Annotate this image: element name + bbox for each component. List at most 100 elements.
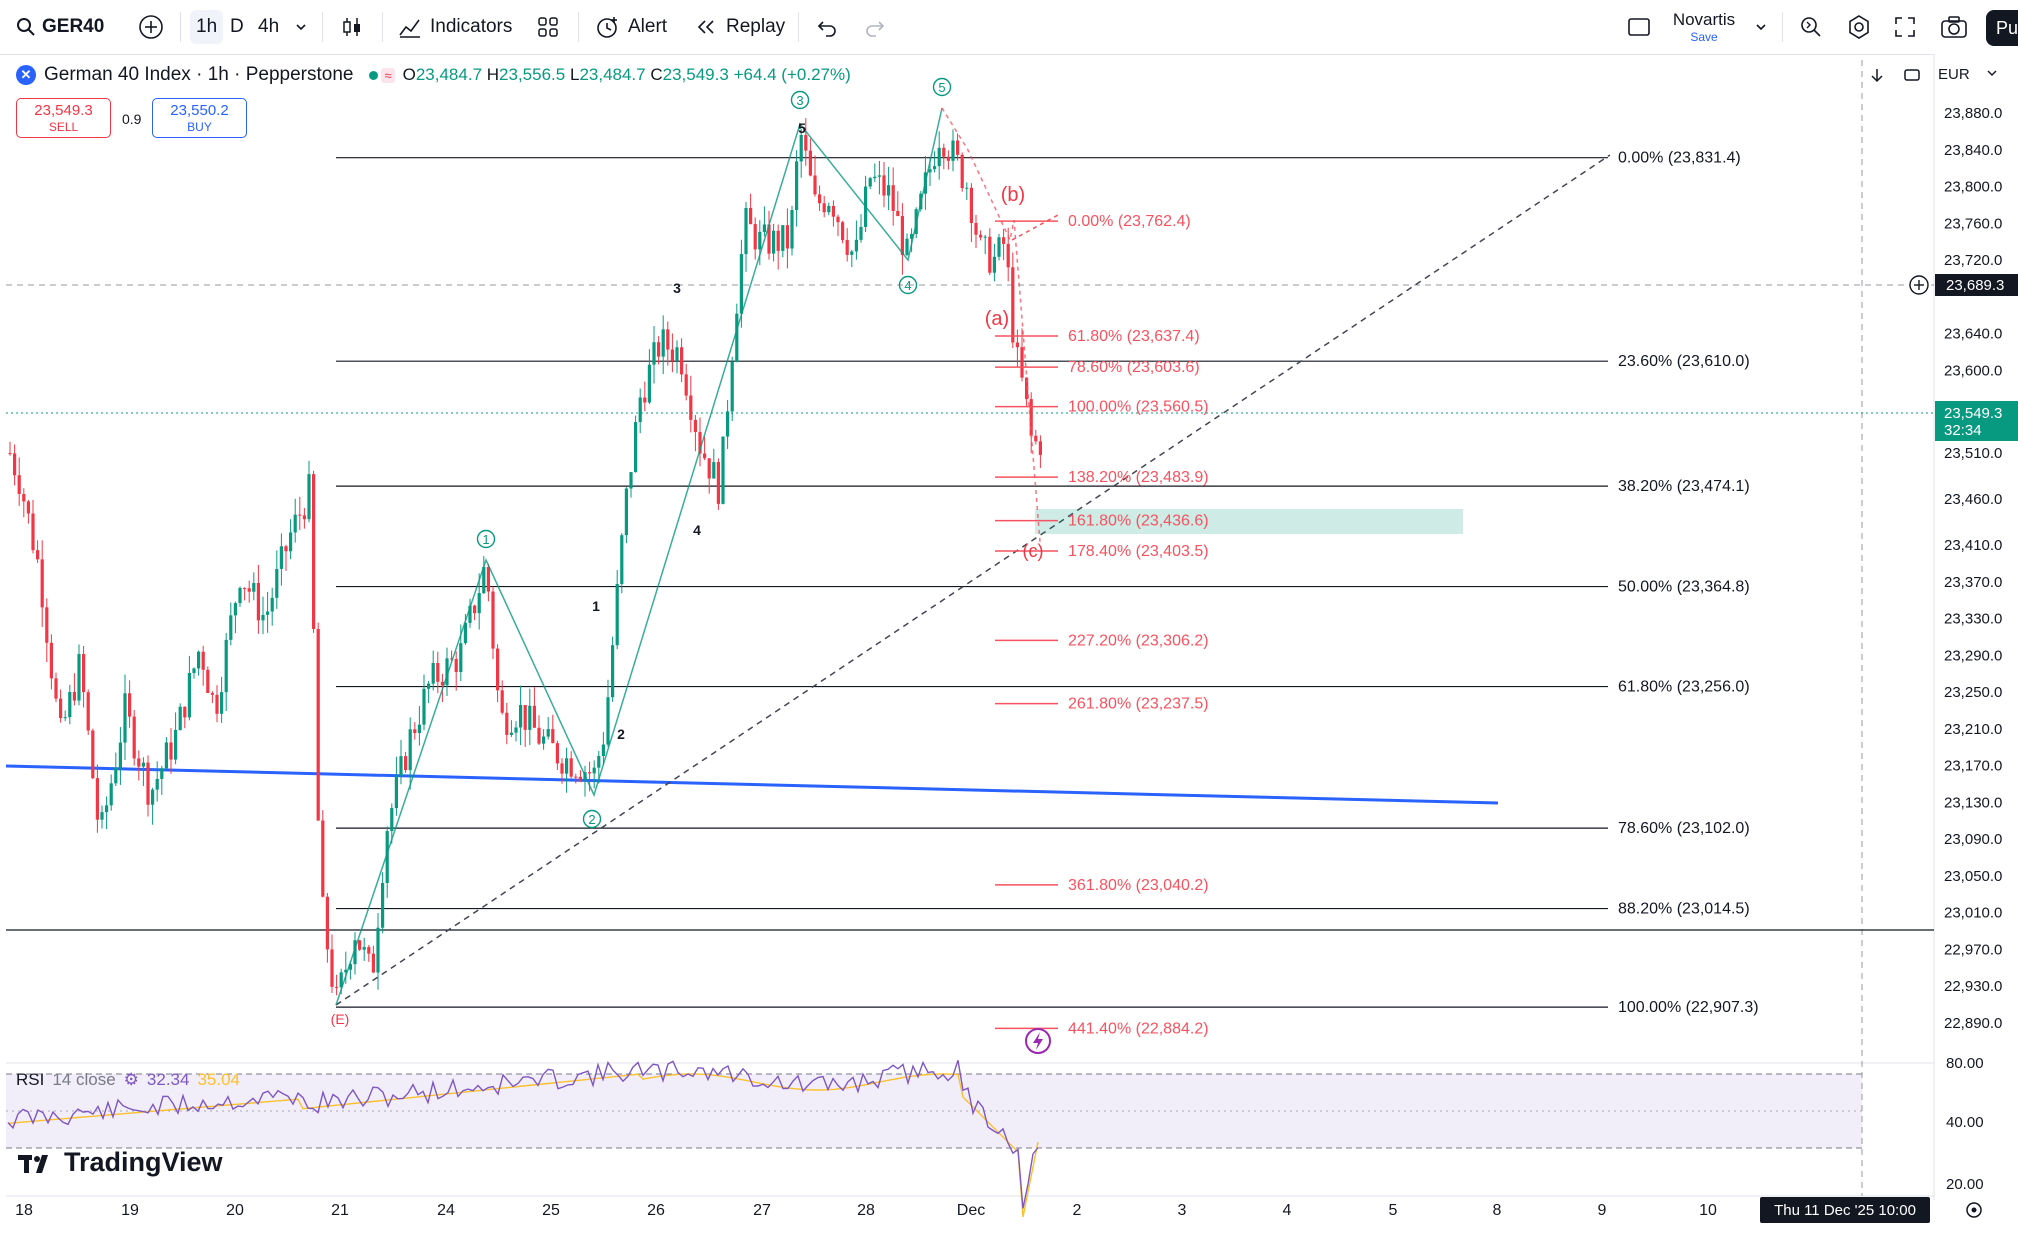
snapshot-button[interactable] <box>1940 0 1968 54</box>
candle-body-86 <box>404 756 408 771</box>
undo-icon <box>817 21 836 37</box>
buy-button[interactable]: 23,550.2 BUY <box>152 98 247 138</box>
tradingview-wordmark: TradingView <box>64 1147 223 1177</box>
candle-body-109 <box>509 732 513 735</box>
fib-ext-label-8: 261.80% (23,237.5) <box>1068 696 1209 713</box>
interval-4h[interactable]: 4h <box>258 16 280 37</box>
interval-dropdown[interactable] <box>294 0 308 54</box>
templates-button[interactable] <box>536 0 560 54</box>
gear-icon <box>1849 15 1869 39</box>
candle-body-2 <box>17 475 21 494</box>
symbol-search[interactable]: GER40 <box>16 0 104 54</box>
candle-body-208 <box>965 187 969 189</box>
visibility-toggle[interactable]: ≈ <box>369 67 395 83</box>
candle-body-100 <box>468 605 472 623</box>
symbol-flag-icon: ✕ <box>16 65 36 85</box>
dashed-trend-line[interactable] <box>335 154 1611 1006</box>
candle-body-207 <box>960 154 964 189</box>
alert-button[interactable]: Alert <box>594 0 667 54</box>
fib-ext-label-0: 0.00% (23,762.4) <box>1068 213 1191 230</box>
series-title[interactable]: German 40 Index · 1h · Pepperstone <box>44 64 354 85</box>
candle-body-157 <box>730 361 734 412</box>
candle-body-176 <box>818 194 822 204</box>
alert-label: Alert <box>628 16 668 37</box>
fib-retracement[interactable]: 0.00% (23,831.4) 23.60% (23,610.0) 38.20% … <box>336 150 1759 1016</box>
time-tick-6: 26 <box>647 1202 665 1219</box>
replay-button[interactable]: Replay <box>694 0 785 54</box>
candle-body-24 <box>118 742 122 768</box>
reset-scale-icon[interactable] <box>1902 66 1922 89</box>
correction-path <box>941 107 1041 543</box>
interval-d[interactable]: D <box>230 16 244 37</box>
current-price-tag <box>1935 401 2018 441</box>
currency-label: EUR <box>1938 66 1970 83</box>
candle-body-69 <box>325 896 329 950</box>
wave-label-circled-3: 4 <box>904 278 911 293</box>
candle-body-49 <box>233 603 237 616</box>
redo-button[interactable] <box>864 0 886 54</box>
layout-checkbox[interactable] <box>1626 0 1652 54</box>
candle-body-148 <box>689 395 693 420</box>
candle-body-117 <box>546 729 550 737</box>
quick-search-button[interactable] <box>1798 0 1824 54</box>
price-axis[interactable]: 23,880.0 23,840.0 23,800.0 23,760.0 23,720.0… <box>1944 105 2002 1193</box>
candle-body-170 <box>790 210 794 249</box>
candle-body-56 <box>266 611 270 615</box>
candle-body-178 <box>827 205 831 213</box>
time-axis[interactable]: 18 19 20 21 24 25 26 27 28 Dec 2 3 4 5 8 9 10 <box>15 1202 1717 1219</box>
candle-body-33 <box>160 768 164 779</box>
fullscreen-button[interactable] <box>1894 0 1916 54</box>
time-tick-0: 18 <box>15 1202 33 1219</box>
candle-body-65 <box>307 474 311 520</box>
candle-body-212 <box>983 236 987 238</box>
candle-body-96 <box>450 658 454 660</box>
candle-body-61 <box>289 532 293 552</box>
candle-body-9 <box>49 642 53 679</box>
fib-label-5: 78.60% (23,102.0) <box>1618 820 1750 837</box>
scroll-down-icon[interactable] <box>1868 66 1886 89</box>
candle-body-38 <box>183 706 187 718</box>
fib-label-2: 38.20% (23,474.1) <box>1618 478 1750 495</box>
candle-body-134 <box>624 488 628 536</box>
undo-button[interactable] <box>816 0 838 54</box>
time-tick-3: 21 <box>331 1202 349 1219</box>
compare-button[interactable] <box>138 0 164 54</box>
candle-body-95 <box>445 658 449 686</box>
target-zone[interactable] <box>1035 509 1463 534</box>
candle-body-145 <box>675 347 679 361</box>
candle-body-3 <box>22 493 26 502</box>
candle-body-105 <box>491 591 495 649</box>
add-alert-plus-icon[interactable] <box>1909 275 1929 295</box>
candle-body-137 <box>638 397 642 423</box>
time-tick-14: 8 <box>1493 1202 1502 1219</box>
settings-button[interactable] <box>1846 0 1872 54</box>
wave-circle-0 <box>476 529 496 549</box>
candle-body-131 <box>611 645 615 698</box>
candle-body-181 <box>841 222 845 241</box>
publish-button[interactable]: Pu <box>1986 10 2018 46</box>
rsi-label[interactable]: RSI <box>16 1070 45 1089</box>
blue-trend-line[interactable] <box>5 764 1499 805</box>
candle-body-99 <box>463 622 467 644</box>
currency-select[interactable]: EUR <box>1938 66 1998 83</box>
axis-settings-gear-icon[interactable] <box>1966 1202 1982 1218</box>
camera-icon <box>1941 16 1967 38</box>
candle-body-162 <box>753 224 757 250</box>
layout-name[interactable]: Novartis Save <box>1670 10 1738 44</box>
layout-save-status: Save <box>1690 30 1718 44</box>
tradingview-logo[interactable]: TradingView <box>18 1147 223 1178</box>
wave-label-plain-0: 1 <box>592 598 600 614</box>
layout-dropdown[interactable] <box>1754 0 1768 54</box>
chart-type-button[interactable] <box>340 0 364 54</box>
lightning-icon[interactable] <box>1025 1028 1051 1054</box>
chart-canvas[interactable]: 0.00% (23,831.4) 23.60% (23,610.0) 38.20% … <box>0 54 2018 1233</box>
candle-body-140 <box>652 342 656 365</box>
candle-body-15 <box>77 654 81 701</box>
candle-body-36 <box>174 729 178 760</box>
fib-extension[interactable]: 0.00% (23,762.4) 61.80% (23,637.4) 78.60% … <box>995 213 1209 1037</box>
sell-button[interactable]: 23,549.3 SELL <box>16 98 111 138</box>
interval-1h[interactable]: 1h <box>190 10 224 44</box>
candle-body-211 <box>979 234 983 238</box>
rsi-settings-icon[interactable]: ⚙ <box>123 1070 139 1089</box>
indicators-button[interactable]: Indicators <box>398 0 512 54</box>
